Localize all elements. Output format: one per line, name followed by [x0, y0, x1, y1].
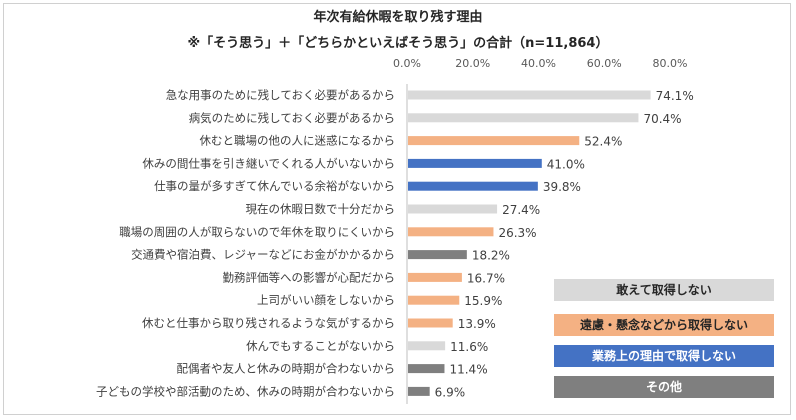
chart-subtitle: ※「そう思う」＋「どちらかといえばそう思う」の合計（n=11,864） [187, 36, 609, 51]
value-label: 11.6% [450, 340, 488, 354]
value-label: 70.4% [643, 112, 681, 126]
value-label: 27.4% [502, 203, 540, 217]
chart-frame [3, 3, 791, 415]
bar [408, 204, 498, 214]
value-label: 74.1% [656, 89, 694, 103]
bar [408, 318, 453, 328]
value-label: 11.4% [449, 363, 487, 377]
category-label: 配偶者や友人と休みの時期が合わないから [177, 362, 396, 376]
legend-item-other: その他 [554, 376, 774, 398]
x-tick-label: 40.0% [521, 57, 556, 70]
category-label: 仕事の量が多すぎて休んでいる余裕がないから [154, 179, 395, 193]
bar [408, 250, 467, 260]
value-label: 39.8% [543, 180, 581, 194]
value-label: 52.4% [584, 135, 622, 149]
category-label: 休むと職場の他の人に迷惑になるから [200, 134, 396, 148]
value-label: 41.0% [547, 157, 585, 171]
category-label: 現在の休暇日数で十分だから [246, 202, 396, 216]
bar [408, 386, 430, 396]
bar [408, 295, 460, 305]
bar [408, 227, 494, 237]
category-label: 休んでもすることがないから [246, 339, 395, 353]
bar [408, 272, 462, 282]
value-label: 16.7% [467, 271, 505, 285]
bar [408, 90, 651, 100]
category-label: 急な用事のために残しておく必要があるから [166, 88, 395, 102]
x-tick-label: 0.0% [393, 57, 421, 70]
value-label: 13.9% [458, 317, 496, 331]
category-label: 子どもの学校や部活動のため、休みの時期が合わないから [96, 384, 395, 398]
bar [408, 341, 446, 351]
category-label: 交通費や宿泊費、レジャーなどにお金がかかるから [131, 248, 395, 262]
x-tick-label: 80.0% [653, 57, 688, 70]
category-label: 上司がいい顔をしないから [257, 293, 395, 307]
legend-item-deliberate: 敢えて取得しない [554, 279, 774, 301]
category-label: 病気のために残しておく必要があるから [189, 111, 395, 125]
value-label: 15.9% [464, 294, 502, 308]
bar [408, 113, 639, 123]
bar [408, 158, 542, 168]
legend-item-concern: 遠慮・懸念などから取得しない [554, 314, 774, 336]
bar [408, 136, 580, 146]
value-label: 6.9% [435, 385, 466, 399]
category-label: 休みの間仕事を引き継いでくれる人がいないから [142, 156, 395, 170]
legend-item-work: 業務上の理由で取得しない [554, 345, 774, 367]
x-tick-label: 20.0% [455, 57, 490, 70]
category-label: 職場の周囲の人が取らないので年休を取りにくいから [119, 225, 395, 239]
category-label: 休むと仕事から取り残されるような気がするから [142, 316, 395, 330]
category-label: 勤務評価等への影響が心配だから [223, 270, 396, 284]
value-label: 26.3% [498, 226, 536, 240]
chart-title: 年次有給休暇を取り残す理由 [313, 10, 483, 25]
value-label: 18.2% [472, 249, 510, 263]
x-tick-label: 60.0% [587, 57, 622, 70]
bar [408, 364, 445, 374]
bar [408, 181, 538, 191]
